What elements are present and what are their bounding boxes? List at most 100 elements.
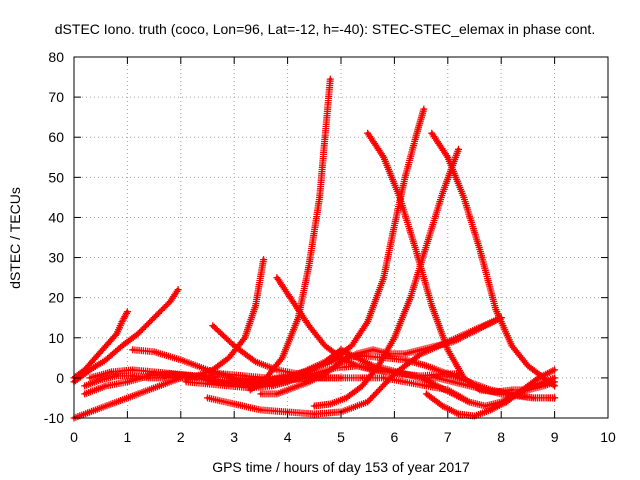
data-point: [195, 374, 199, 378]
data-point: [339, 348, 343, 352]
data-point: [318, 364, 322, 368]
data-point: [403, 372, 407, 376]
data-point: [280, 356, 284, 360]
data-point: [302, 372, 306, 376]
x-tick-label: 8: [497, 429, 505, 445]
y-tick-label: 20: [48, 290, 64, 306]
data-point: [291, 300, 295, 304]
data-point: [131, 374, 135, 378]
x-tick-label: 4: [284, 429, 292, 445]
data-point: [403, 175, 407, 179]
data-point: [307, 380, 311, 384]
data-point: [553, 368, 557, 372]
data-point: [232, 402, 236, 406]
data-point: [553, 376, 557, 380]
data-point: [205, 368, 210, 372]
y-tick-label: 50: [48, 169, 64, 185]
data-point: [216, 378, 220, 382]
data-point: [136, 392, 140, 396]
data-point: [312, 412, 316, 416]
data-point: [446, 348, 450, 352]
data-point: [286, 380, 290, 384]
data-point: [435, 344, 439, 348]
data-point: [456, 147, 461, 151]
data-point: [510, 388, 514, 392]
data-point: [371, 364, 375, 368]
data-point: [403, 380, 407, 384]
data-point: [115, 374, 119, 378]
data-point: [414, 247, 418, 252]
data-point: [227, 356, 231, 360]
data-point: [104, 384, 108, 388]
data-point: [328, 77, 332, 81]
data-point: [467, 400, 471, 404]
data-point: [424, 392, 429, 396]
series-13: [268, 105, 428, 390]
data-point: [531, 396, 535, 400]
data-point: [243, 336, 247, 340]
data-point: [99, 378, 103, 382]
data-point: [462, 376, 466, 380]
data-point: [323, 135, 327, 139]
series-19: [428, 129, 559, 390]
data-point: [403, 352, 407, 356]
x-tick-label: 2: [177, 429, 185, 445]
x-tick-label: 0: [70, 429, 78, 445]
y-tick-label: 70: [48, 89, 64, 105]
data-point: [456, 412, 461, 416]
data-point: [360, 376, 364, 380]
data-point: [323, 344, 327, 348]
data-point: [93, 356, 97, 360]
data-point: [553, 396, 557, 400]
series-12: [257, 314, 505, 398]
data-point: [120, 344, 124, 348]
data-point: [462, 195, 466, 199]
data-point: [435, 376, 439, 380]
data-point: [253, 360, 258, 364]
data-point: [176, 288, 180, 292]
data-point: [430, 304, 434, 308]
data-point: [382, 276, 386, 280]
chart-title: dSTEC Iono. truth (coco, Lon=96, Lat=-12…: [55, 21, 595, 37]
data-point: [446, 155, 450, 159]
data-point: [344, 396, 348, 400]
data-point: [109, 370, 113, 374]
data-point: [424, 243, 429, 248]
y-tick-label: 30: [48, 250, 64, 266]
data-point: [467, 332, 471, 336]
data-point: [291, 386, 295, 390]
ticks: 0 1 2 3 4 5 6 7 8 9 10 -10 0 10 20 30 40 50 60 70 80: [44, 49, 616, 445]
data-series: [70, 75, 559, 422]
data-point: [259, 408, 263, 412]
data-point: [451, 392, 455, 396]
data-point: [179, 358, 183, 362]
x-tick-label: 9: [551, 429, 559, 445]
data-point: [307, 324, 311, 328]
data-point: [232, 380, 236, 384]
data-point: [435, 384, 439, 388]
data-point: [131, 368, 135, 372]
data-point: [296, 316, 300, 320]
data-point: [307, 263, 311, 268]
data-point: [205, 396, 210, 400]
x-tick-label: 1: [124, 429, 132, 445]
data-point: [520, 388, 525, 392]
y-tick-label: 40: [48, 209, 64, 225]
series-15: [310, 145, 462, 410]
data-point: [115, 400, 119, 404]
data-point: [131, 348, 135, 352]
data-point: [323, 372, 327, 376]
x-tick-label: 3: [230, 429, 238, 445]
data-point: [483, 404, 487, 408]
y-tick-label: 10: [48, 330, 64, 346]
data-point: [328, 402, 332, 406]
data-point: [312, 404, 316, 408]
data-point: [104, 344, 108, 348]
data-point: [350, 344, 354, 348]
data-point: [366, 320, 370, 324]
data-point: [366, 131, 370, 135]
data-point: [248, 388, 252, 392]
data-point: [253, 304, 258, 308]
data-point: [232, 344, 236, 348]
data-point: [553, 380, 557, 384]
